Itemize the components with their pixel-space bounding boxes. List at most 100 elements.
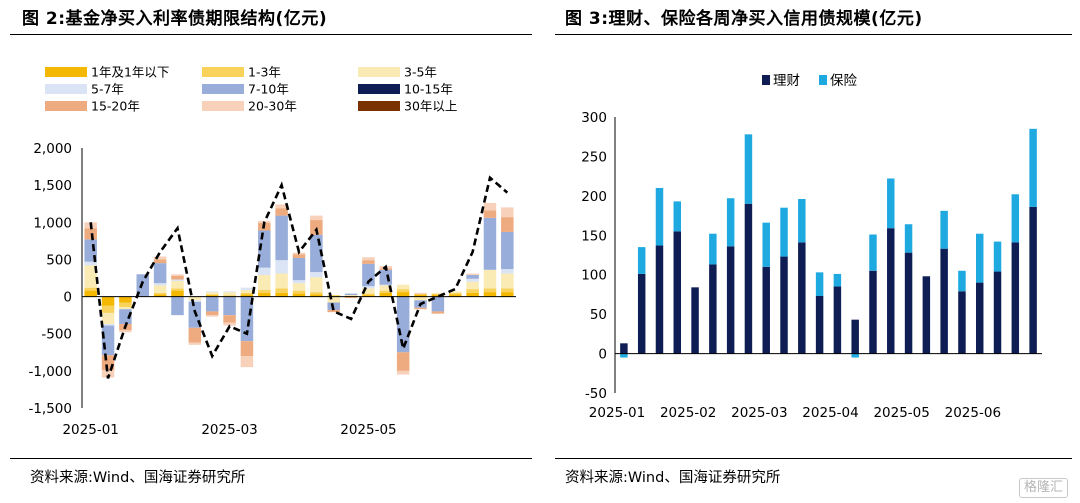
x-tick-label: 2025-05 (340, 422, 396, 438)
bar-segment (655, 187, 664, 246)
left-source: 资料来源:Wind、国海证券研究所 (30, 470, 246, 486)
bar-segment (414, 296, 427, 301)
bar-segment (414, 294, 427, 297)
bar-segment (119, 306, 132, 310)
bar-segment (205, 295, 219, 297)
bar-segment (780, 207, 788, 257)
bar-segment (205, 296, 219, 312)
bar-segment (101, 370, 115, 378)
bar-segment (396, 370, 410, 375)
bar-segment (223, 315, 236, 323)
bar-segment (223, 295, 236, 296)
bar-segment (188, 327, 202, 343)
legend-swatch (358, 84, 400, 94)
bar-segment (993, 271, 1002, 354)
bar-segment (466, 292, 479, 297)
bar-segment (258, 230, 271, 268)
bar-segment (292, 293, 306, 297)
x-tick-label: 2025-01 (589, 405, 645, 421)
bar-segment (171, 275, 184, 280)
y-tick-label: 0 (63, 290, 72, 306)
left-source-rule (10, 458, 532, 459)
bar-segment (466, 281, 479, 290)
y-tick-label: -1,500 (28, 401, 72, 417)
bar-segment (940, 248, 948, 354)
bar-segment (815, 296, 824, 354)
right-figure-title: 图 3:理财、保险各周净买入信用债规模(亿元) (565, 9, 923, 29)
bar-segment (153, 259, 167, 264)
legend-label: 15-20年 (91, 99, 140, 114)
x-tick-label: 2025-02 (660, 405, 716, 421)
bar-segment (275, 208, 288, 216)
right-source-rule (555, 458, 1072, 459)
bar-segment (762, 222, 770, 267)
bar-segment (620, 353, 628, 358)
bar-segment (205, 311, 219, 316)
y-tick-label: 50 (590, 307, 607, 323)
bar-segment (726, 198, 735, 247)
bar-segment (414, 292, 427, 295)
bar-segment (379, 284, 393, 286)
legend-swatch (202, 101, 244, 111)
y-tick-label: 2,000 (33, 141, 72, 157)
legend-swatch (45, 67, 87, 77)
bar-segment (171, 288, 184, 291)
x-tick-label: 2025-06 (945, 405, 1001, 421)
bar-segment (833, 273, 842, 287)
bar-segment (673, 201, 682, 232)
bar-segment (188, 297, 202, 301)
bar-segment (275, 292, 288, 297)
bar-segment (223, 296, 236, 316)
bar-segment (310, 220, 323, 235)
bar-segment (362, 286, 375, 289)
bar-segment (798, 242, 806, 354)
legend-label: 保险 (830, 73, 858, 89)
legend-label: 10-15年 (404, 82, 453, 97)
bar-segment (101, 324, 115, 326)
right-title-rule (555, 34, 1072, 35)
bar-segment (869, 270, 877, 354)
bar-segment (483, 292, 497, 297)
bar-segment (119, 296, 132, 303)
legend-swatch (819, 75, 827, 85)
bar-segment (798, 199, 806, 243)
bar-segment (240, 287, 254, 290)
bar-segment (483, 202, 497, 211)
bar-segment (310, 272, 323, 278)
bar-segment (637, 247, 646, 274)
legend-label: 1-3年 (248, 65, 281, 80)
bar-segment (171, 280, 184, 289)
bar-segment (620, 343, 628, 354)
bar-segment (501, 231, 514, 270)
legend-label: 30年以上 (404, 99, 457, 114)
bar-segment (448, 291, 462, 293)
watermark-logo: 格隆汇 (1018, 478, 1068, 498)
bar-segment (205, 292, 219, 295)
legend-label: 7-10年 (248, 82, 289, 97)
x-tick-label: 2025-03 (731, 405, 787, 421)
bar-segment (344, 297, 358, 299)
bar-segment (292, 257, 306, 281)
bar-segment (655, 245, 664, 354)
bar-segment (780, 256, 788, 354)
bar-segment (379, 290, 393, 293)
bar-segment (904, 252, 913, 354)
bar-segment (887, 178, 895, 229)
bar-segment (223, 322, 236, 326)
bar-segment (466, 278, 479, 282)
bar-segment (240, 292, 254, 295)
bar-segment (744, 203, 753, 354)
bar-segment (501, 217, 514, 232)
bar-segment (483, 269, 497, 289)
bar-segment (310, 215, 323, 221)
bar-segment (119, 309, 132, 325)
y-tick-label: -500 (41, 327, 72, 343)
legend-swatch (45, 84, 87, 94)
bar-segment (851, 353, 859, 358)
bar-segment (691, 287, 699, 354)
bar-segment (362, 288, 375, 294)
x-tick-label: 2025-01 (62, 422, 118, 438)
bar-segment (414, 307, 427, 310)
bar-segment (171, 290, 184, 297)
bar-segment (466, 273, 479, 276)
